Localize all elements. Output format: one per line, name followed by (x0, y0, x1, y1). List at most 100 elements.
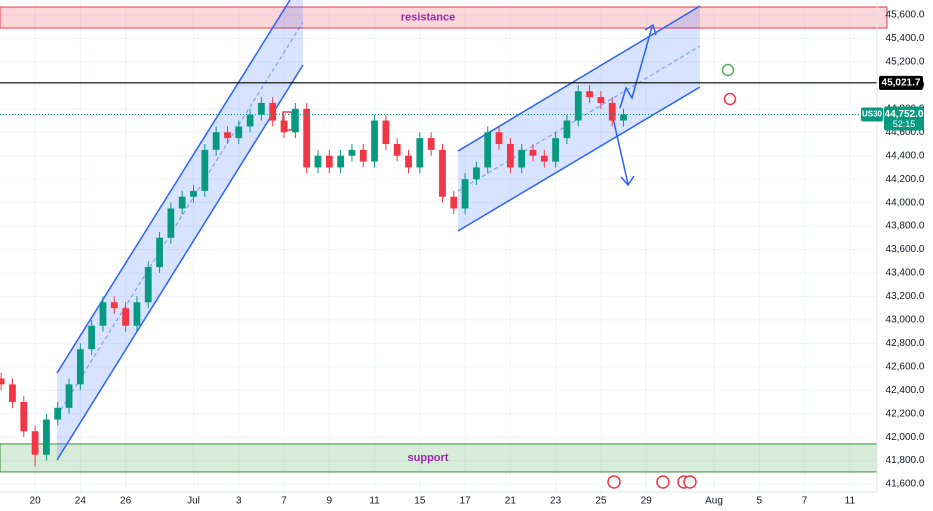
candle-body (439, 149, 446, 197)
candle-body (552, 138, 560, 162)
candles (0, 85, 627, 467)
channel-fill (57, 0, 303, 460)
candle-body (461, 179, 469, 209)
y-tick-label: 44,200.0 (886, 174, 925, 185)
candle-body (495, 132, 503, 144)
candle-body (608, 102, 616, 121)
candle-body (31, 431, 39, 455)
candle-body (473, 167, 480, 180)
y-tick-label: 42,000.0 (886, 432, 925, 443)
y-tick-label: 41,800.0 (886, 455, 925, 466)
candle-body (450, 196, 458, 209)
candle-body (167, 208, 175, 238)
channel-line (56, 0, 291, 374)
candle-body (393, 143, 401, 156)
event-icon[interactable] (683, 475, 697, 489)
candle-body (620, 114, 627, 121)
symbol-label: US30 (862, 110, 883, 119)
candle-body (212, 132, 220, 150)
candle-body (122, 308, 130, 326)
signal-circle (723, 92, 737, 106)
candle-body (9, 384, 16, 402)
resistance-zone (0, 6, 888, 29)
support-label: support (408, 452, 449, 464)
candle-body (540, 155, 548, 162)
candle-body (235, 126, 243, 139)
candle-body (65, 384, 73, 408)
candle-body (597, 97, 605, 103)
x-tick-label: Jul (187, 496, 200, 507)
candle-body (337, 155, 345, 168)
candle-body (201, 149, 209, 191)
candle-body (574, 91, 582, 121)
y-tick-label: 42,800.0 (886, 338, 925, 349)
y-tick-label: 42,600.0 (886, 361, 925, 372)
candle-body (224, 132, 231, 139)
x-tick-label: 7 (802, 496, 808, 507)
y-tick-label: 44,400.0 (886, 150, 925, 161)
y-tick-label: 42,400.0 (886, 385, 925, 396)
price-label: 44,752.0 (885, 109, 924, 120)
level-label: 45,021.7 (882, 77, 921, 88)
x-tick-label: 5 (757, 496, 763, 507)
y-tick-label: 43,000.0 (886, 315, 925, 326)
candle-body (190, 190, 197, 197)
channel-line (457, 86, 701, 232)
down-arrow (612, 117, 629, 185)
candle-body (416, 138, 424, 168)
candle-body (99, 302, 107, 326)
overlay (0, 82, 877, 115)
channel-line (56, 64, 304, 461)
candle-body (484, 132, 492, 168)
y-tick-label: 41,600.0 (886, 479, 925, 490)
candle-body (156, 237, 163, 268)
candle-body (43, 419, 50, 455)
up-arrow (619, 26, 653, 109)
x-tick-label: 21 (505, 496, 517, 507)
event-icon[interactable] (656, 475, 670, 489)
axes: 41,600.0 41,800.0 42,000.0 42,200.0 42,400.0… (30, 10, 925, 507)
y-tick-label: 44,600.0 (886, 127, 925, 138)
x-tick-label: 9 (327, 496, 333, 507)
candle-body (325, 155, 333, 168)
y-tick-label: 45,400.0 (886, 33, 925, 44)
countdown: 52:15 (893, 119, 916, 129)
candle-body (529, 149, 537, 156)
x-tick-label: 15 (414, 496, 426, 507)
candle-body (303, 108, 311, 168)
candle-body (563, 120, 571, 139)
candle-body (518, 149, 526, 168)
candle-body (0, 378, 5, 385)
x-tick-label: 20 (30, 496, 42, 507)
candle-body (178, 196, 186, 209)
candle-body (88, 325, 96, 350)
candle-body (291, 108, 299, 133)
y-tick-label: 43,400.0 (886, 268, 925, 279)
candle-body (586, 91, 593, 98)
x-tick-label: 7 (281, 496, 287, 507)
x-tick-label: 17 (460, 496, 472, 507)
candle-body (382, 120, 390, 144)
candle-body (20, 401, 28, 432)
price-tag (884, 106, 924, 131)
x-tick-label: 24 (75, 496, 87, 507)
channel-line (457, 5, 701, 152)
candle-body (371, 120, 378, 162)
arrow-head (644, 23, 657, 36)
candle-body (144, 267, 152, 303)
resistance-label: resistance (401, 11, 455, 23)
candle-body (405, 155, 412, 168)
candle-body (280, 120, 288, 133)
candle-body (506, 143, 514, 168)
candle-body (269, 102, 277, 121)
channel-mid (56, 21, 304, 417)
candle-body (246, 114, 254, 127)
y-tick-label: 44,000.0 (886, 197, 925, 208)
level-tag (879, 75, 923, 90)
candle-body (348, 149, 356, 156)
y-tick-label: 42,200.0 (886, 408, 925, 419)
event-icon[interactable] (607, 475, 621, 489)
candle-body (133, 302, 141, 326)
candle-body (258, 102, 265, 115)
x-tick-label: 29 (641, 496, 653, 507)
